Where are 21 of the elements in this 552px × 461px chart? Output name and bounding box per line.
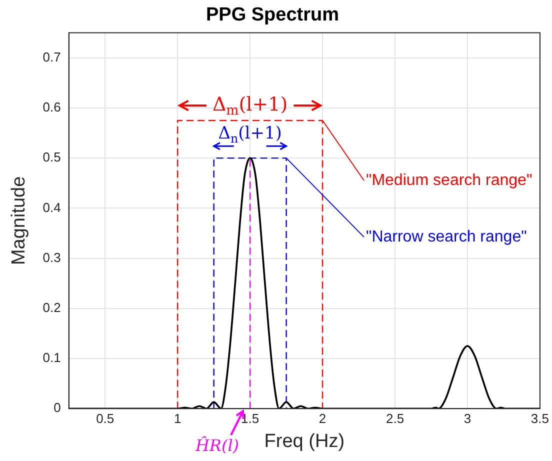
y-tick-label: 0.3 [42, 250, 61, 265]
y-tick-label: 0 [54, 400, 61, 416]
x-tick-label: 3.5 [530, 410, 550, 426]
y-tick-label: 0.6 [42, 100, 61, 115]
x-tick-label: 1 [174, 410, 182, 426]
y-tick-label: 0.2 [42, 300, 61, 315]
x-tick-label: 2 [318, 410, 326, 426]
x-tick-label: 1.5 [241, 410, 260, 426]
text: ĤR(l) [194, 436, 240, 455]
y-axis-title: Magnitude [8, 176, 30, 266]
x-axis-title: Freq (Hz) [264, 430, 345, 452]
y-tick-label: 0.1 [42, 350, 61, 366]
x-tick-label: 3 [464, 410, 472, 426]
x-tick-label: 2.5 [386, 410, 404, 426]
chart-title: PPG Spectrum [206, 4, 340, 26]
annotation: "Medium search range" [366, 172, 532, 189]
y-tick-label: 0.7 [42, 49, 61, 64]
y-tick-label: 0.5 [42, 150, 61, 165]
x-tick-label: 0.5 [96, 410, 114, 426]
annotation: "Narrow search range" [366, 228, 527, 246]
y-tick-label: 0.4 [42, 200, 61, 215]
